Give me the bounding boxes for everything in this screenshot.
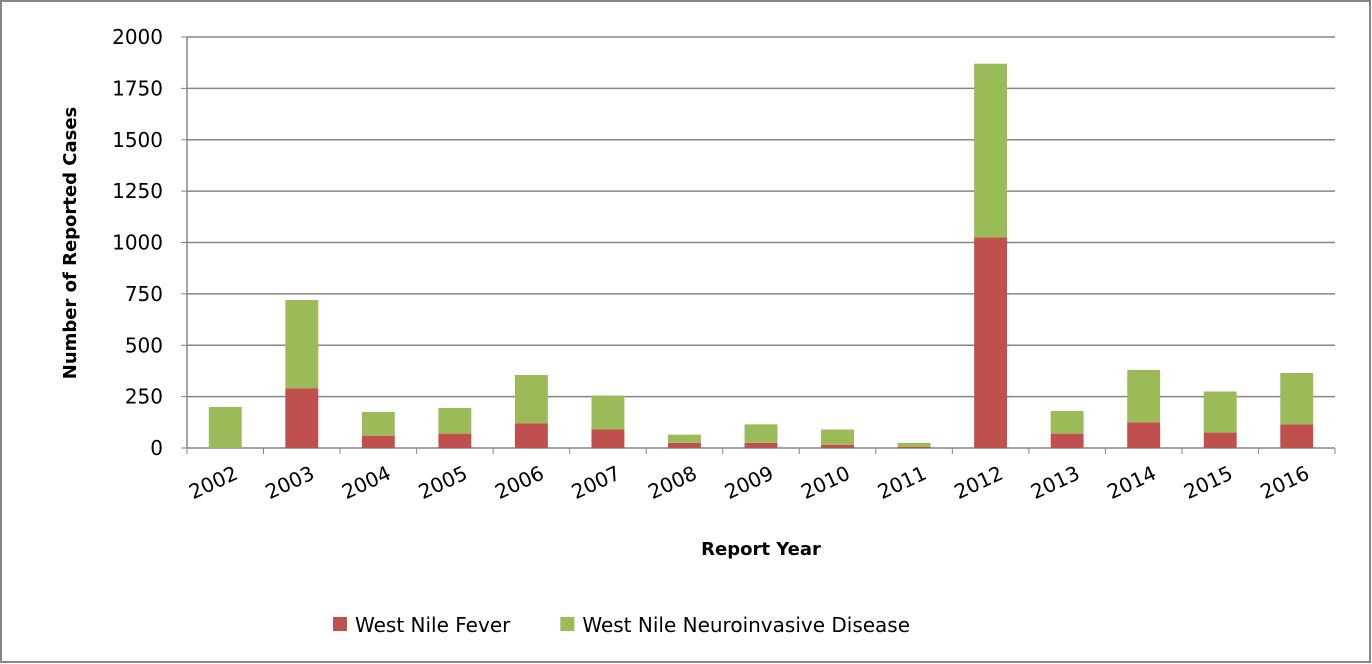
bar-segment bbox=[514, 423, 548, 448]
bar-segment bbox=[1050, 433, 1084, 448]
bar-segment bbox=[974, 63, 1008, 238]
bar-segment bbox=[361, 412, 395, 436]
bar-segment bbox=[668, 434, 701, 443]
bar-segment bbox=[514, 375, 548, 424]
bar-segment bbox=[438, 407, 472, 434]
x-axis-title: Report Year bbox=[701, 539, 821, 560]
y-tick-label: 500 bbox=[125, 333, 163, 357]
bar-segment bbox=[285, 388, 319, 448]
bar-segment bbox=[744, 442, 778, 448]
bar-segment bbox=[897, 446, 931, 448]
y-tick-label: 1000 bbox=[112, 231, 163, 255]
bar-segment bbox=[1203, 432, 1237, 448]
bar-segment bbox=[974, 237, 1008, 448]
bar-segment bbox=[591, 429, 625, 448]
bar-segment bbox=[668, 442, 701, 448]
bar-segment bbox=[897, 442, 931, 447]
bar-segment bbox=[208, 406, 242, 448]
legend-swatch bbox=[333, 617, 347, 631]
bar-segment bbox=[1280, 424, 1314, 448]
y-axis-title: Number of Reported Cases bbox=[60, 107, 81, 380]
bar-segment bbox=[744, 424, 778, 443]
y-tick-label: 1250 bbox=[112, 179, 163, 203]
bar-segment bbox=[821, 444, 854, 448]
bar-segment bbox=[1050, 411, 1084, 434]
bar-segment bbox=[1280, 372, 1314, 425]
bar-segment bbox=[438, 433, 472, 448]
bar-segment bbox=[285, 300, 319, 389]
bar-segment bbox=[361, 435, 395, 448]
y-tick-label: 1500 bbox=[112, 128, 163, 152]
bar-segment bbox=[1203, 391, 1237, 433]
y-tick-label: 1750 bbox=[112, 76, 163, 100]
y-tick-label: 250 bbox=[125, 385, 163, 409]
bar-segment bbox=[1127, 369, 1161, 423]
legend-swatch bbox=[560, 617, 575, 631]
y-tick-label: 2000 bbox=[112, 25, 163, 49]
y-tick-label: 0 bbox=[150, 436, 163, 460]
y-tick-label: 750 bbox=[125, 282, 163, 306]
bar-segment bbox=[821, 429, 854, 445]
legend-label: West Nile Fever bbox=[355, 613, 511, 637]
bar-segment bbox=[1127, 422, 1161, 448]
bar-segment bbox=[591, 395, 625, 430]
legend-label: West Nile Neuroinvasive Disease bbox=[582, 613, 910, 637]
